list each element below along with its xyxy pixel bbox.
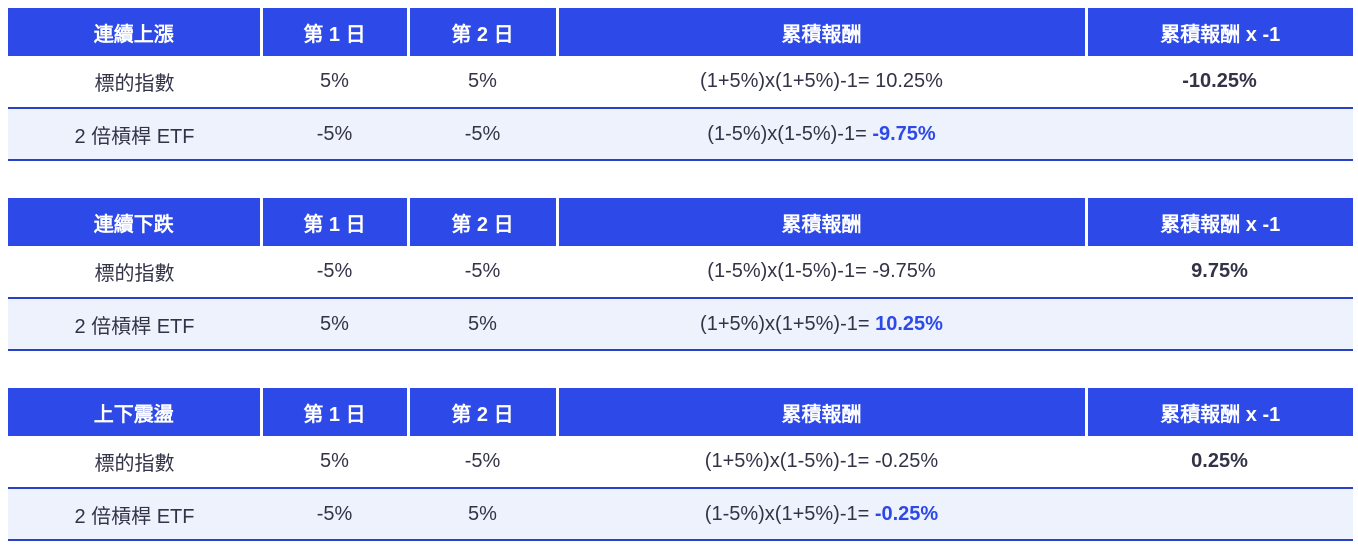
cumulative-x-neg1-value: [1086, 298, 1353, 351]
formula-text: (1+5%)x(1+5%)-1=: [700, 312, 876, 335]
table-consecutive-fall: 連續下跌 第 1 日 第 2 日 累積報酬 累積報酬 x -1 標的指數 -5%…: [8, 198, 1353, 351]
header-day1: 第 1 日: [261, 388, 410, 436]
row-label: 2 倍槓桿 ETF: [8, 488, 261, 541]
formula-highlight: -0.25%: [874, 502, 939, 525]
cumulative-formula: (1-5%)x(1+5%)-1= -0.25%: [557, 488, 1086, 541]
table-header-row: 上下震盪 第 1 日 第 2 日 累積報酬 累積報酬 x -1: [8, 388, 1353, 436]
day2-value: -5%: [408, 108, 557, 161]
table-row-index: 標的指數 5% 5% (1+5%)x(1+5%)-1= 10.25% -10.2…: [8, 56, 1353, 109]
header-day1: 第 1 日: [261, 198, 410, 246]
day1-value: 5%: [261, 298, 408, 351]
cumulative-x-neg1-value: [1086, 108, 1353, 161]
day2-value: -5%: [408, 436, 557, 489]
formula-text: (1-5%)x(1-5%)-1= -9.75%: [707, 260, 936, 282]
formula-text: (1+5%)x(1+5%)-1= 10.25%: [700, 70, 943, 92]
table-row-etf: 2 倍槓桿 ETF 5% 5% (1+5%)x(1+5%)-1= 10.25%: [8, 298, 1353, 351]
header-cumulative-return: 累積報酬: [557, 198, 1088, 246]
cumulative-formula: (1+5%)x(1+5%)-1= 10.25%: [557, 298, 1086, 351]
day1-value: -5%: [261, 246, 408, 299]
header-cumulative-return-x-neg1: 累積報酬 x -1: [1086, 198, 1353, 246]
day2-value: 5%: [408, 56, 557, 109]
header-scenario: 上下震盪: [8, 388, 263, 436]
row-label: 標的指數: [8, 436, 261, 489]
header-day2: 第 2 日: [408, 198, 559, 246]
day1-value: 5%: [261, 436, 408, 489]
formula-highlight: 10.25%: [875, 312, 943, 335]
cumulative-x-neg1-value: 0.25%: [1086, 436, 1353, 489]
header-cumulative-return: 累積報酬: [557, 388, 1088, 436]
leveraged-etf-comparison-tables: 連續上漲 第 1 日 第 2 日 累積報酬 累積報酬 x -1 標的指數 5% …: [8, 8, 1353, 541]
cumulative-x-neg1-value: [1086, 488, 1353, 541]
table-row-index: 標的指數 -5% -5% (1-5%)x(1-5%)-1= -9.75% 9.7…: [8, 246, 1353, 299]
day2-value: 5%: [408, 488, 557, 541]
cumulative-formula: (1-5%)x(1-5%)-1= -9.75%: [557, 246, 1086, 299]
header-day1: 第 1 日: [261, 8, 410, 56]
day2-value: -5%: [408, 246, 557, 299]
cumulative-formula: (1+5%)x(1+5%)-1= 10.25%: [557, 56, 1086, 109]
header-cumulative-return: 累積報酬: [557, 8, 1088, 56]
row-label: 標的指數: [8, 246, 261, 299]
table-row-etf: 2 倍槓桿 ETF -5% 5% (1-5%)x(1+5%)-1= -0.25%: [8, 488, 1353, 541]
header-scenario: 連續下跌: [8, 198, 263, 246]
header-day2: 第 2 日: [408, 388, 559, 436]
table-header-row: 連續上漲 第 1 日 第 2 日 累積報酬 累積報酬 x -1: [8, 8, 1353, 56]
row-label: 2 倍槓桿 ETF: [8, 298, 261, 351]
header-day2: 第 2 日: [408, 8, 559, 56]
row-label: 標的指數: [8, 56, 261, 109]
formula-text: (1+5%)x(1-5%)-1= -0.25%: [704, 450, 939, 472]
row-label: 2 倍槓桿 ETF: [8, 108, 261, 161]
day1-value: -5%: [261, 108, 408, 161]
header-cumulative-return-x-neg1: 累積報酬 x -1: [1086, 388, 1353, 436]
header-cumulative-return-x-neg1: 累積報酬 x -1: [1086, 8, 1353, 56]
cumulative-formula: (1-5%)x(1-5%)-1= -9.75%: [557, 108, 1086, 161]
cumulative-x-neg1-value: 9.75%: [1086, 246, 1353, 299]
cumulative-x-neg1-value: -10.25%: [1086, 56, 1353, 109]
cumulative-formula: (1+5%)x(1-5%)-1= -0.25%: [557, 436, 1086, 489]
table-header-row: 連續下跌 第 1 日 第 2 日 累積報酬 累積報酬 x -1: [8, 198, 1353, 246]
day1-value: 5%: [261, 56, 408, 109]
day1-value: -5%: [261, 488, 408, 541]
day2-value: 5%: [408, 298, 557, 351]
table-row-etf: 2 倍槓桿 ETF -5% -5% (1-5%)x(1-5%)-1= -9.75…: [8, 108, 1353, 161]
header-scenario: 連續上漲: [8, 8, 263, 56]
table-consecutive-rise: 連續上漲 第 1 日 第 2 日 累積報酬 累積報酬 x -1 標的指數 5% …: [8, 8, 1353, 161]
formula-highlight: -9.75%: [872, 122, 936, 145]
formula-text: (1-5%)x(1-5%)-1=: [707, 122, 873, 145]
table-row-index: 標的指數 5% -5% (1+5%)x(1-5%)-1= -0.25% 0.25…: [8, 436, 1353, 489]
formula-text: (1-5%)x(1+5%)-1=: [704, 502, 875, 525]
table-oscillation: 上下震盪 第 1 日 第 2 日 累積報酬 累積報酬 x -1 標的指數 5% …: [8, 388, 1353, 541]
